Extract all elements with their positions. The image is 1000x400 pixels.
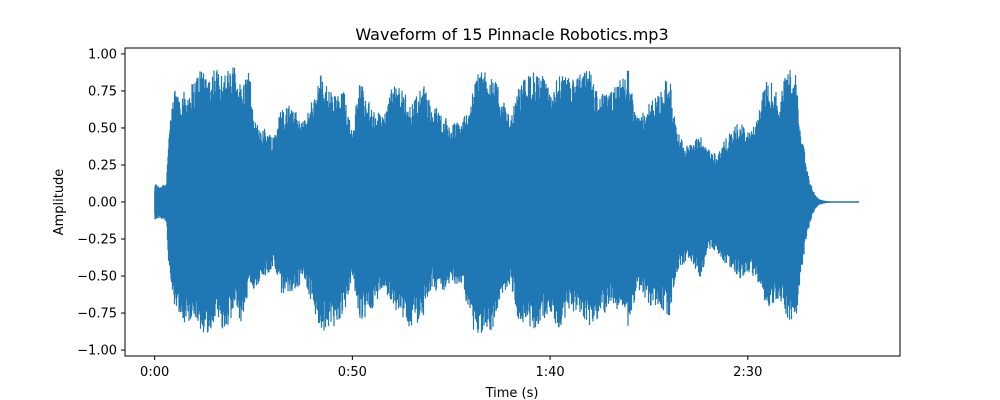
waveform-core	[154, 124, 859, 280]
y-tick-label: 0.75	[88, 84, 117, 99]
y-tick-label: 0.00	[88, 196, 117, 211]
y-tick-label: 0.50	[88, 121, 117, 136]
x-tick-label: 0:00	[140, 365, 169, 380]
y-tick-label: −0.50	[77, 270, 117, 285]
y-tick-label: −1.00	[77, 344, 117, 359]
x-tick-label: 1:40	[535, 365, 564, 380]
x-axis: 0:00 0:50 1:40 2:30	[140, 356, 762, 380]
x-tick-label: 2:30	[733, 365, 762, 380]
plot-area	[154, 67, 859, 333]
x-tick-label: 0:50	[338, 365, 367, 380]
chart-title: Waveform of 15 Pinnacle Robotics.mp3	[355, 25, 668, 44]
y-tick-label: 1.00	[88, 47, 117, 62]
y-axis: 1.00 0.75 0.50 0.25 0.00 −0.25 −0.50 −0.75 −1.00	[77, 47, 125, 359]
y-tick-label: −0.25	[77, 233, 117, 248]
x-axis-title: Time (s)	[485, 386, 539, 400]
y-tick-label: −0.75	[77, 307, 117, 322]
y-axis-title: Amplitude	[52, 169, 67, 236]
y-tick-label: 0.25	[88, 158, 117, 173]
